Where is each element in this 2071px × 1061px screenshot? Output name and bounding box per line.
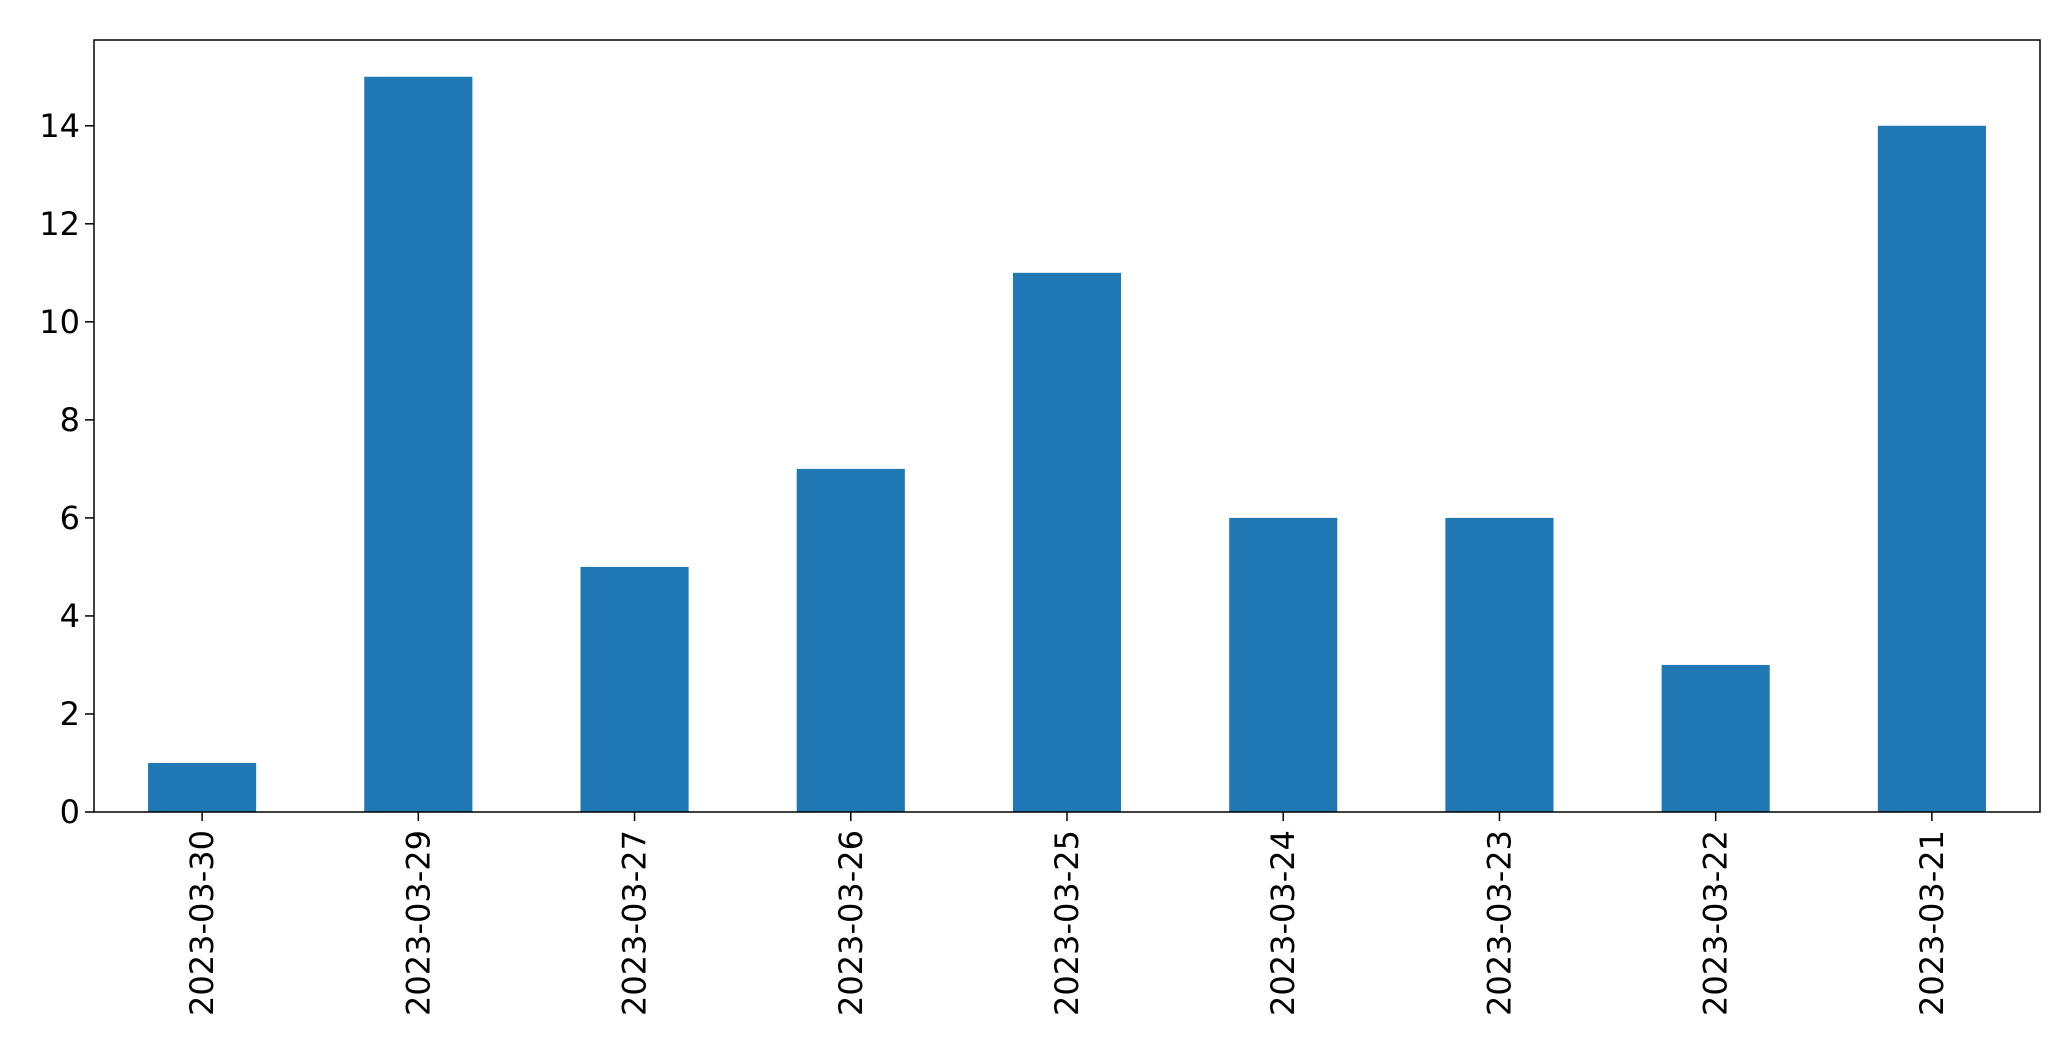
plot-frame bbox=[93, 39, 2041, 813]
bar-2023-03-27 bbox=[580, 566, 689, 812]
y-tick-label: 6 bbox=[60, 499, 80, 537]
bar-2023-03-25 bbox=[1012, 272, 1122, 812]
y-tick-label: 2 bbox=[60, 695, 80, 733]
bar-2023-03-22 bbox=[1661, 664, 1770, 812]
x-tick-label: 2023-03-24 bbox=[1264, 830, 1302, 1016]
y-tick-label: 8 bbox=[60, 401, 80, 439]
x-tick-label: 2023-03-23 bbox=[1480, 830, 1518, 1016]
x-tick-label: 2023-03-22 bbox=[1697, 830, 1735, 1016]
x-tick-label: 2023-03-21 bbox=[1913, 830, 1951, 1016]
bar-2023-03-21 bbox=[1877, 125, 1986, 813]
x-tick-label: 2023-03-25 bbox=[1048, 830, 1086, 1016]
y-tick-label: 0 bbox=[60, 793, 80, 831]
y-tick-label: 14 bbox=[39, 107, 80, 145]
bar-2023-03-26 bbox=[796, 468, 905, 812]
bar-2023-03-30 bbox=[148, 762, 257, 812]
y-tick-label: 10 bbox=[39, 303, 80, 341]
bar-2023-03-23 bbox=[1445, 517, 1554, 812]
bar-2023-03-29 bbox=[364, 76, 473, 812]
x-tick-label: 2023-03-26 bbox=[832, 830, 870, 1016]
x-tick-label: 2023-03-30 bbox=[183, 830, 221, 1016]
bars-layer bbox=[148, 76, 1986, 813]
bar-2023-03-24 bbox=[1229, 517, 1338, 812]
y-tick-label: 12 bbox=[39, 205, 80, 243]
x-axis: 2023-03-30 2023-03-29 2023-03-27 2023-03-26… bbox=[183, 812, 1951, 1016]
y-axis: 0 2 4 6 8 10 12 14 bbox=[39, 107, 94, 831]
x-tick-label: 2023-03-29 bbox=[399, 830, 437, 1016]
y-tick-label: 4 bbox=[60, 597, 80, 635]
x-tick-label: 2023-03-27 bbox=[616, 830, 654, 1016]
